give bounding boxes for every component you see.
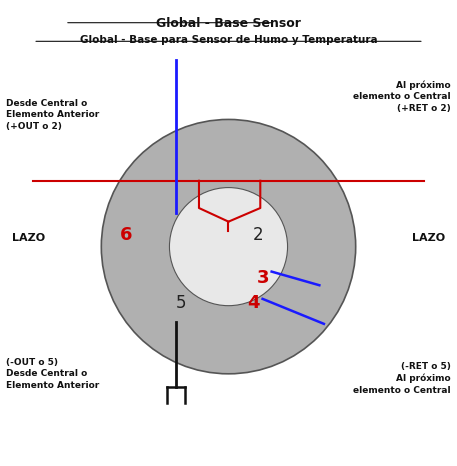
- Text: Global - Base para Sensor de Humo y Temperatura: Global - Base para Sensor de Humo y Temp…: [80, 35, 377, 45]
- Text: LAZO: LAZO: [412, 233, 445, 242]
- Text: 5: 5: [175, 295, 186, 312]
- Circle shape: [170, 188, 287, 306]
- Text: Al próximo
elemento o Central
(+RET o 2): Al próximo elemento o Central (+RET o 2): [353, 80, 451, 113]
- Text: LAZO: LAZO: [12, 233, 45, 242]
- Text: Global - Base Sensor: Global - Base Sensor: [156, 17, 301, 30]
- Text: 6: 6: [120, 226, 133, 244]
- Text: (-RET o 5)
Al próximo
elemento o Central: (-RET o 5) Al próximo elemento o Central: [353, 362, 451, 395]
- Circle shape: [101, 119, 356, 374]
- Text: Desde Central o
Elemento Anterior
(+OUT o 2): Desde Central o Elemento Anterior (+OUT …: [6, 99, 99, 131]
- Text: 3: 3: [256, 269, 269, 288]
- Text: 4: 4: [247, 295, 260, 312]
- Text: 2: 2: [253, 226, 263, 244]
- Text: (-OUT o 5)
Desde Central o
Elemento Anterior: (-OUT o 5) Desde Central o Elemento Ante…: [6, 357, 99, 390]
